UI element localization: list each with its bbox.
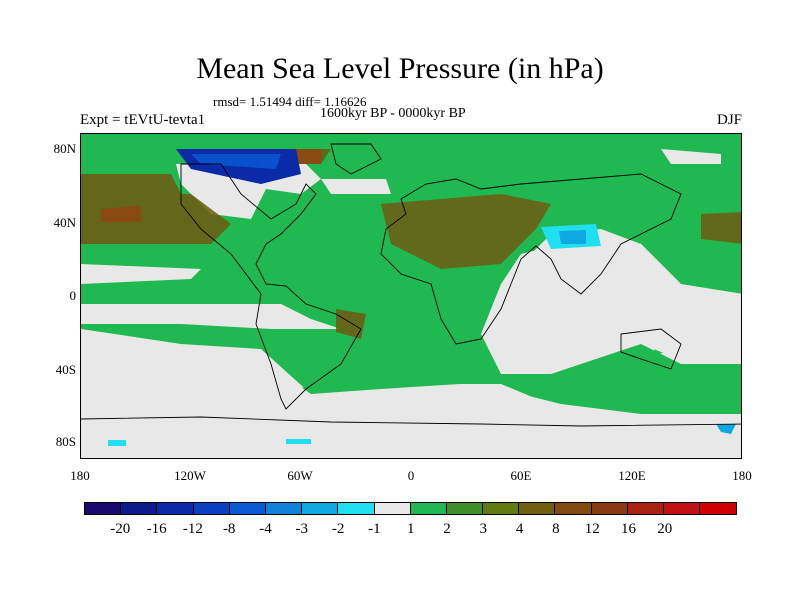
x-tick-60w: 60W	[287, 468, 313, 483]
colorbar-tick-label: -1	[368, 521, 381, 537]
colorbar-swatch	[193, 503, 230, 514]
near-zero-regions	[81, 149, 741, 458]
colorbar-swatch	[446, 503, 484, 514]
map-canvas	[81, 134, 741, 458]
y-tick-40s: 40S	[55, 362, 76, 377]
colorbar-tick-label: 12	[584, 521, 600, 537]
colorbar-tick-label: -16	[146, 521, 167, 537]
map-title: Mean Sea Level Pressure (in hPa)	[196, 52, 604, 85]
y-tick-80n: 80N	[53, 141, 76, 156]
x-tick-180e: 180	[732, 468, 752, 483]
colorbar	[84, 502, 738, 515]
season-label: DJF	[716, 112, 742, 128]
colorbar-tick-label: 3	[479, 521, 488, 537]
negative-anomaly-regions	[108, 149, 736, 446]
period-subtitle: 1600kyr BP - 0000kyr BP	[320, 106, 466, 121]
colorbar-swatch	[483, 503, 520, 514]
colorbar-swatch	[302, 503, 339, 514]
y-tick-40n: 40N	[53, 215, 76, 230]
pressure-anomaly-map	[80, 133, 742, 459]
colorbar-swatch	[265, 503, 303, 514]
colorbar-swatch	[627, 503, 664, 514]
experiment-label: Expt = tEVtU-tevta1	[80, 112, 206, 128]
x-tick-120e: 120E	[618, 468, 646, 483]
colorbar-swatch	[229, 503, 266, 514]
colorbar-tick-label: 1	[406, 521, 415, 537]
colorbar-swatch	[591, 503, 628, 514]
coastlines	[81, 143, 741, 427]
colorbar-swatch	[338, 503, 375, 514]
colorbar-tick-label: 4	[515, 521, 524, 537]
x-tick-0: 0	[407, 468, 415, 483]
x-tick-60e: 60E	[510, 468, 532, 483]
colorbar-swatch	[410, 503, 447, 514]
colorbar-swatch	[157, 503, 194, 514]
colorbar-tick-label: -4	[259, 521, 272, 537]
colorbar-tick-label: -20	[110, 521, 131, 537]
x-tick-180w: 180	[70, 468, 90, 483]
y-tick-equator: 0	[69, 288, 77, 303]
rmsd-diff-stats: rmsd= 1.51494 diff= 1.16626	[213, 94, 367, 109]
colorbar-tick-label: -2	[331, 521, 345, 537]
colorbar-swatch	[700, 503, 737, 514]
colorbar-tick-label: 16	[621, 521, 636, 537]
colorbar-swatch	[121, 503, 158, 514]
colorbar-tick-label: -12	[182, 521, 203, 537]
colorbar-swatch	[374, 503, 411, 514]
colorbar-tick-label: 8	[552, 521, 560, 537]
colorbar-tick-label: -3	[295, 521, 309, 537]
colorbar-tick-label: 20	[657, 521, 673, 537]
colorbar-swatch	[664, 503, 701, 514]
colorbar-tick-label: -8	[222, 521, 236, 537]
y-tick-80s: 80S	[55, 434, 76, 449]
colorbar-tick-label: 2	[443, 521, 451, 537]
colorbar-swatch	[555, 503, 592, 514]
colorbar-swatch	[519, 503, 556, 514]
x-tick-120w: 120W	[174, 468, 206, 483]
colorbar-swatch	[85, 503, 122, 514]
